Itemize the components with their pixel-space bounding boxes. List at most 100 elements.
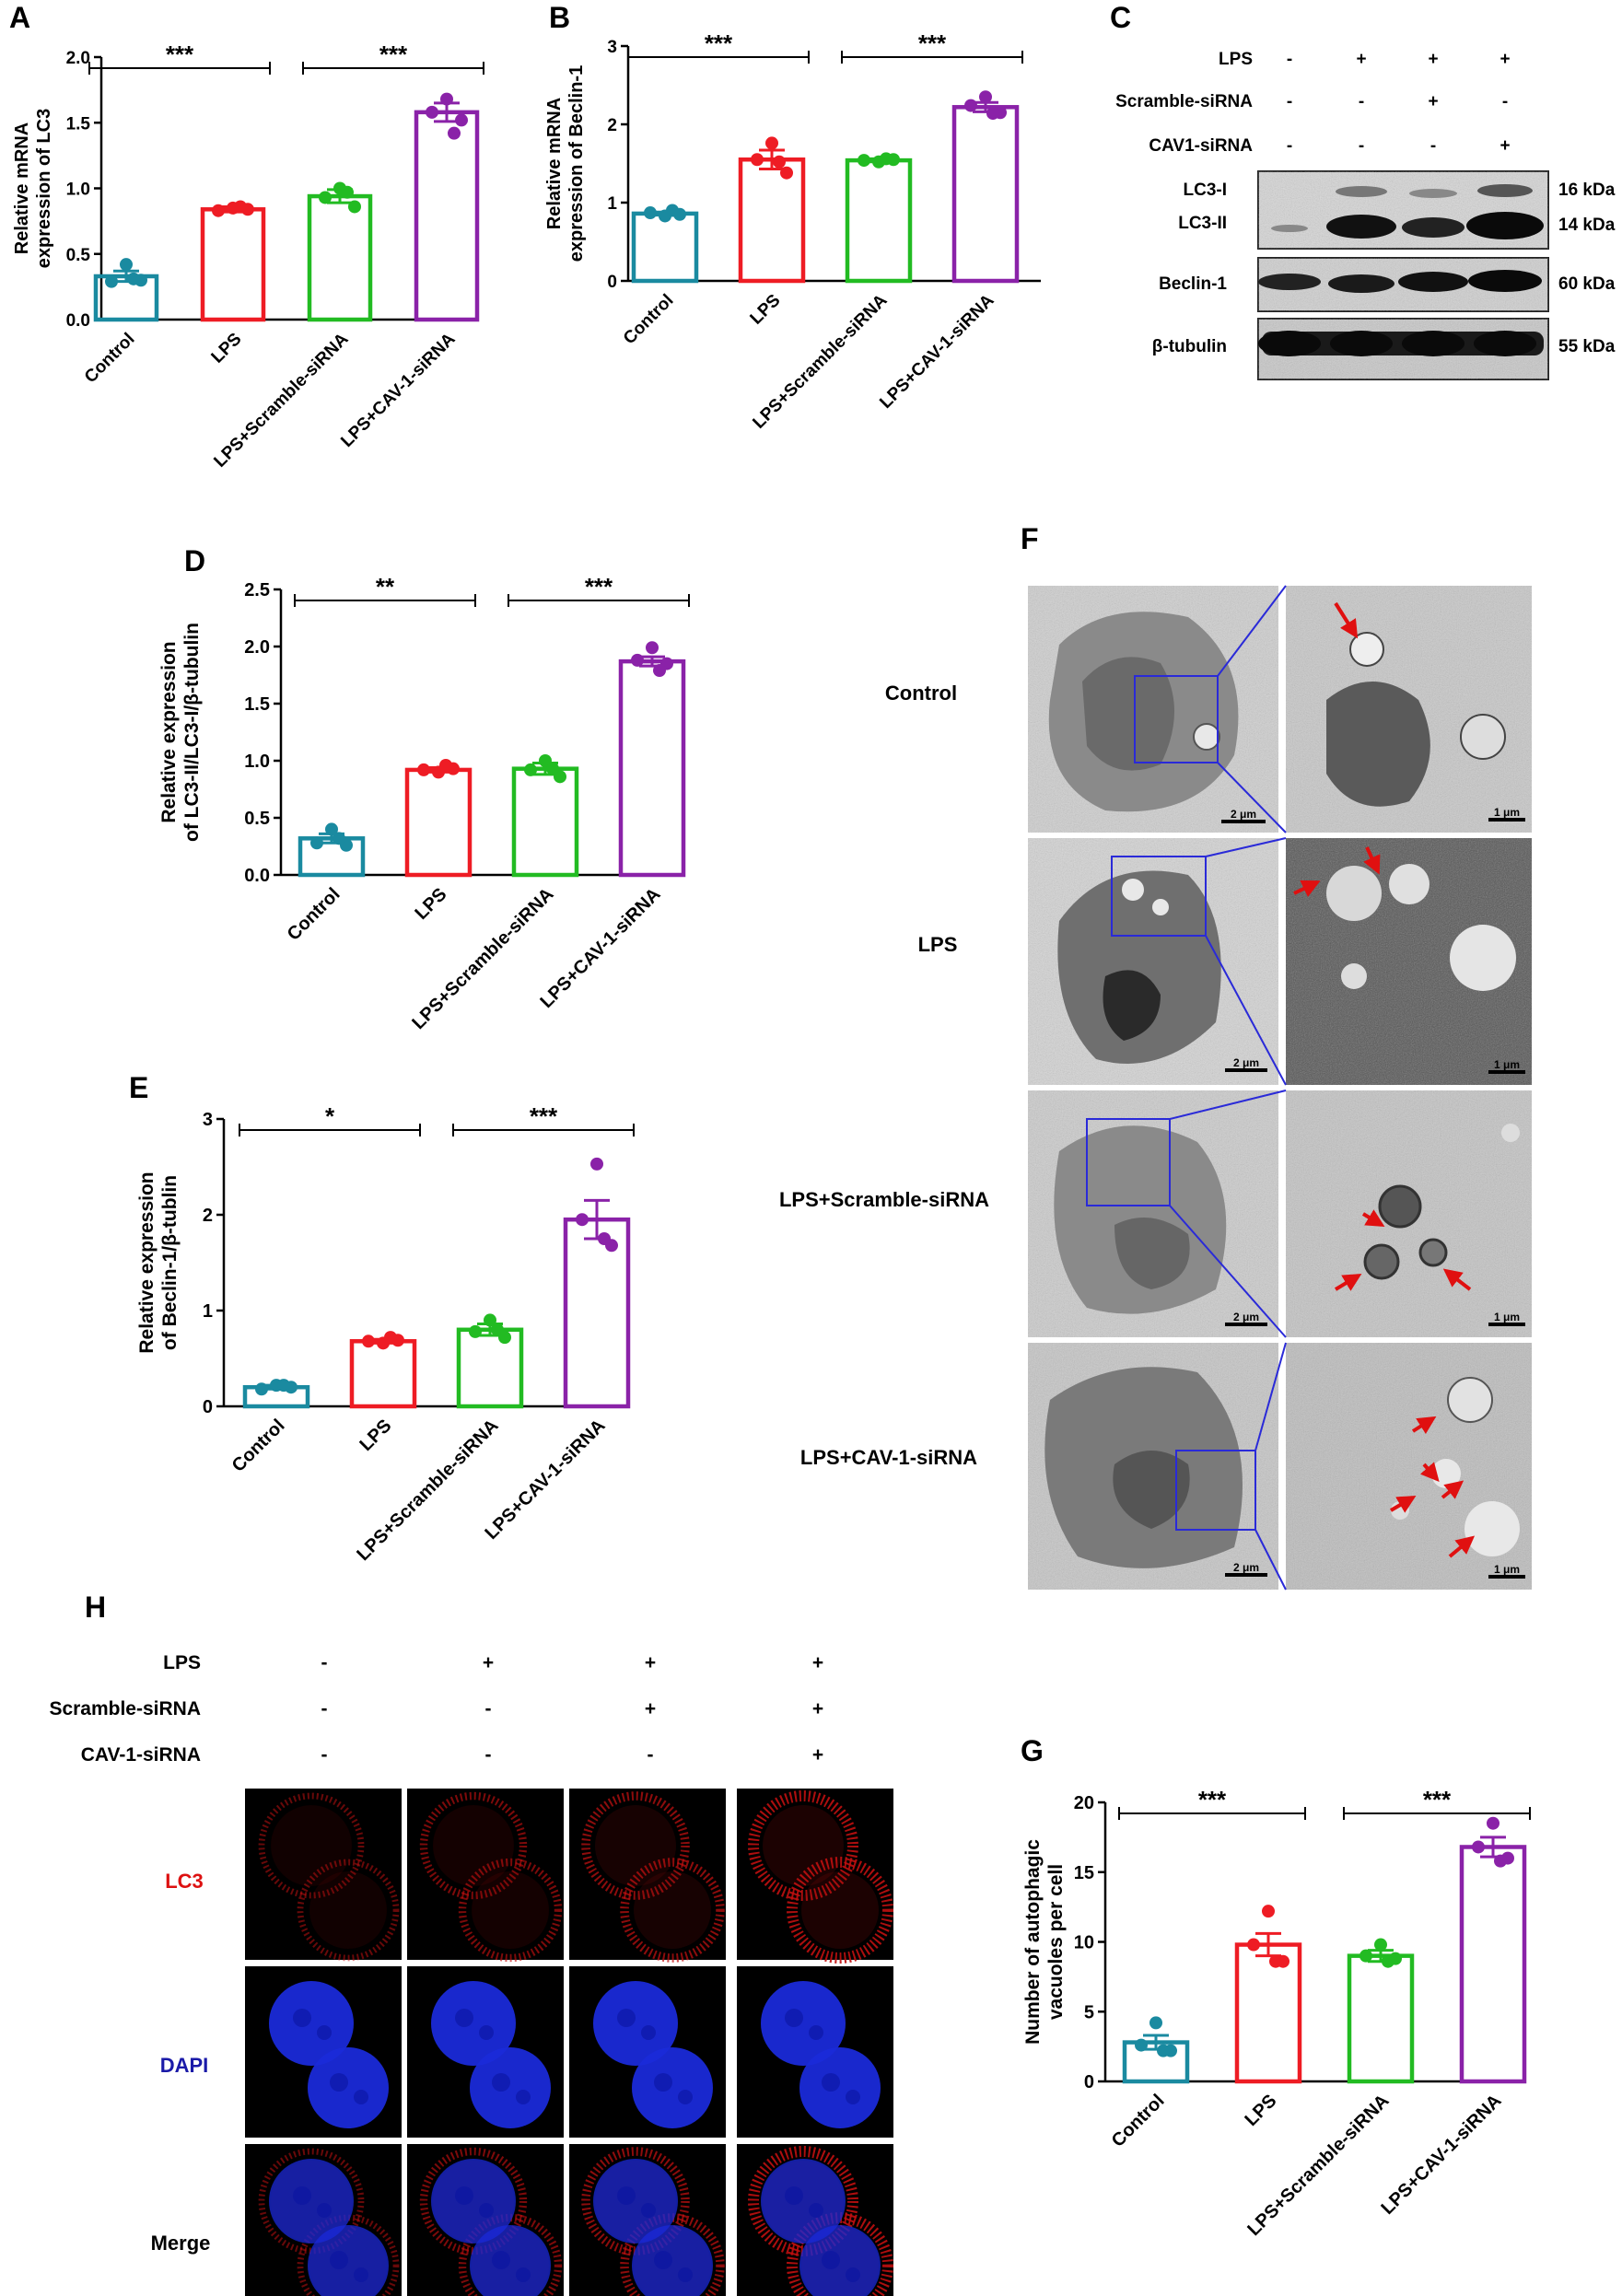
y-axis-label: Relative expression of LC3-II/LC3-I/β-tub…: [158, 623, 203, 842]
cf-sign: -: [321, 1698, 328, 1719]
y-tick-label: 0.5: [66, 246, 91, 265]
confocal-image: [737, 1789, 893, 1964]
data-point: [653, 664, 666, 678]
data-point: [576, 1213, 589, 1227]
confocal-image: [407, 1789, 564, 1963]
channel-label-dapi: DAPI: [160, 2054, 209, 2077]
tem-row-label-lps: LPS: [918, 933, 958, 956]
significance-stars: ***: [918, 29, 947, 57]
wb-sign: -: [1502, 92, 1508, 111]
blot-lc3: [1257, 170, 1549, 250]
bar: [563, 1217, 631, 1409]
y-tick-label: 0: [607, 273, 617, 292]
y-tick-label: 20: [1074, 1793, 1094, 1813]
y-tick-label: 2: [607, 116, 617, 135]
data-point: [646, 641, 659, 655]
significance-stars: ***: [530, 1102, 558, 1130]
data-point: [127, 272, 140, 286]
y-axis-label: Number of autophagic vacuoles per cell: [1022, 1839, 1067, 2045]
panel-letter-b: B: [549, 1, 570, 34]
x-tick-label: LPS: [208, 330, 246, 367]
data-point: [319, 191, 332, 204]
wb-lps-label: LPS: [1219, 50, 1253, 69]
data-point: [546, 762, 559, 775]
wb-sign: +: [1499, 136, 1510, 156]
chart-e: 0 1 2 3 Relative expression of Beclin-1/β-tub…: [136, 1102, 635, 1565]
data-point: [1487, 1816, 1499, 1830]
data-point: [440, 92, 453, 106]
confocal-image: [737, 1966, 893, 2138]
significance-stars: **: [376, 573, 395, 600]
bar: [618, 658, 686, 878]
data-point: [484, 1313, 496, 1327]
panel-letter-g: G: [1021, 1734, 1044, 1767]
tem-row-label-cav1: LPS+CAV-1-siRNA: [800, 1446, 977, 1469]
band-label-lc3-ii: LC3-II: [1178, 214, 1227, 233]
x-tick-label: LPS+CAV-1-siRNA: [481, 1416, 609, 1544]
bar: [951, 105, 1020, 284]
data-point: [1247, 1938, 1260, 1952]
data-point: [341, 185, 354, 199]
bar: [349, 1339, 417, 1409]
significance-stars: *: [325, 1102, 335, 1130]
tem-row-label-control: Control: [885, 682, 957, 705]
data-point: [362, 1334, 375, 1348]
wb-sign: -: [1359, 92, 1364, 111]
data-point: [348, 200, 361, 214]
blot-tubulin: [1257, 318, 1549, 380]
data-point: [631, 653, 644, 667]
data-point: [644, 206, 657, 220]
data-point: [880, 152, 893, 166]
significance-stars: ***: [1198, 1786, 1227, 1813]
data-point: [469, 1324, 482, 1338]
chart-a: 0.0 0.5 1.0 1.5 2.0 Relative mRNA expression o…: [12, 41, 484, 472]
cf-sign: -: [321, 1652, 328, 1673]
data-point: [417, 763, 430, 776]
chart-g: 0 5 10 15 20 Number of autophagic vacuoles per…: [1022, 1786, 1531, 2240]
data-point: [986, 107, 999, 121]
tem-image-control-high: 1 μm: [1286, 586, 1532, 833]
band-label-tubulin: β-tubulin: [1152, 337, 1227, 356]
x-tick-label: LPS+CAV-1-siRNA: [337, 329, 459, 450]
bar: [845, 157, 913, 284]
y-tick-label: 3: [203, 1110, 213, 1130]
wb-sign: +: [1356, 50, 1366, 69]
data-point: [105, 274, 118, 288]
scale-bar-label: 2 μm: [1233, 1311, 1259, 1323]
bar: [1234, 1942, 1302, 2084]
y-tick-label: 15: [1074, 1863, 1094, 1883]
kda-16: 16 kDa: [1558, 181, 1616, 200]
x-tick-label: Control: [620, 291, 678, 349]
panel-letter-f: F: [1021, 522, 1039, 555]
data-point: [212, 204, 225, 217]
scale-bar-label: 1 μm: [1494, 1058, 1520, 1071]
cf-sign: -: [648, 1744, 654, 1766]
panel-letter-a: A: [9, 1, 30, 34]
data-point: [310, 836, 323, 850]
panel-letter-e: E: [129, 1071, 148, 1104]
cf-lps-label: LPS: [163, 1652, 201, 1673]
wb-sign: +: [1499, 50, 1510, 69]
confocal-panel: LPS - + + + Scramble-siRNA - - + + CAV-1…: [49, 1652, 893, 2296]
x-tick-label: LPS: [356, 1416, 395, 1455]
y-tick-label: 1.0: [66, 181, 90, 200]
channel-label-merge: Merge: [151, 2232, 211, 2255]
data-point: [858, 154, 870, 168]
cf-sign: +: [812, 1698, 823, 1719]
data-point: [277, 1379, 290, 1393]
data-point: [598, 1232, 611, 1245]
y-tick-label: 10: [1074, 1933, 1094, 1953]
chart-d: 0.0 0.5 1.0 1.5 2.0 2.5 Relative expression of …: [158, 573, 690, 1033]
bar: [456, 1327, 524, 1409]
data-point: [426, 105, 438, 119]
scale-bar-label: 2 μm: [1231, 808, 1256, 821]
cf-sign: +: [483, 1652, 494, 1673]
x-tick-label: LPS: [1241, 2091, 1280, 2130]
blot-beclin: [1257, 257, 1549, 312]
significance-stars: ***: [379, 41, 408, 68]
scale-bar-label: 1 μm: [1494, 1311, 1520, 1323]
confocal-image: [569, 1966, 726, 2138]
bar: [414, 110, 480, 322]
tem-image-scramble-low: 2 μm: [1028, 1090, 1278, 1337]
confocal-image: [407, 1966, 564, 2138]
